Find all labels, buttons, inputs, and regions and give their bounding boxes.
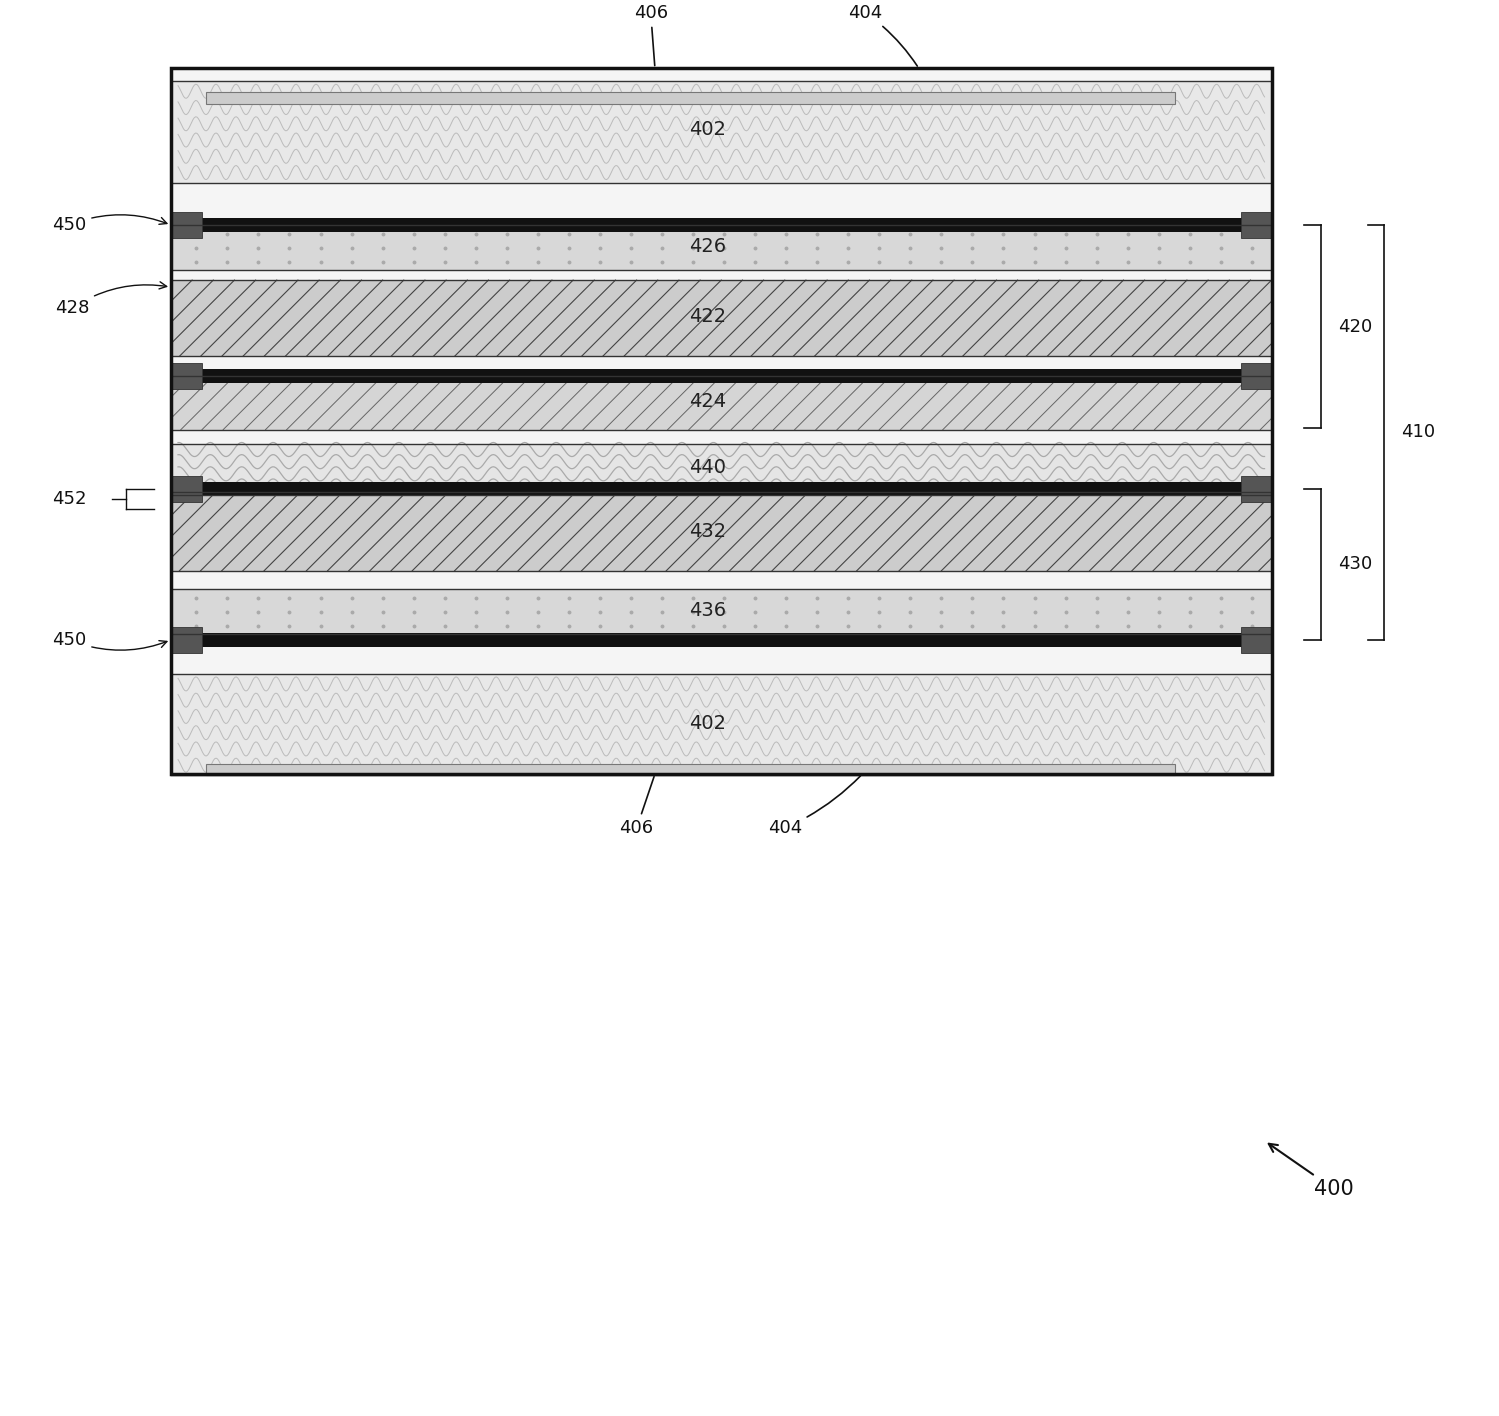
Bar bbox=[1241, 627, 1271, 653]
Text: 410: 410 bbox=[1402, 423, 1436, 442]
Bar bbox=[171, 81, 1271, 183]
Bar bbox=[171, 225, 1271, 270]
Text: 402: 402 bbox=[688, 119, 726, 139]
Bar bbox=[171, 377, 1271, 429]
Text: 450: 450 bbox=[52, 215, 166, 234]
Text: 436: 436 bbox=[688, 600, 726, 620]
Bar bbox=[171, 364, 202, 389]
Bar bbox=[171, 494, 1271, 571]
Text: 400: 400 bbox=[1268, 1144, 1354, 1199]
Bar bbox=[171, 68, 1271, 775]
Bar bbox=[1241, 476, 1271, 501]
Bar bbox=[1241, 212, 1271, 238]
Bar bbox=[171, 68, 1271, 775]
Bar bbox=[171, 370, 1271, 384]
Text: 450: 450 bbox=[52, 632, 166, 650]
Text: 452: 452 bbox=[52, 490, 87, 508]
Text: 406: 406 bbox=[619, 776, 654, 837]
Text: 404: 404 bbox=[767, 776, 860, 837]
Text: 428: 428 bbox=[55, 282, 166, 317]
Text: 426: 426 bbox=[688, 236, 726, 256]
Bar bbox=[171, 481, 1271, 496]
Text: 404: 404 bbox=[848, 4, 917, 67]
Bar bbox=[171, 212, 202, 238]
Bar bbox=[171, 443, 1271, 491]
Text: 420: 420 bbox=[1339, 317, 1372, 336]
Bar bbox=[171, 627, 202, 653]
Text: 430: 430 bbox=[1339, 555, 1372, 573]
Bar bbox=[171, 674, 1271, 776]
Bar bbox=[1241, 364, 1271, 389]
Bar bbox=[207, 92, 1175, 103]
Bar bbox=[171, 476, 202, 501]
Text: 402: 402 bbox=[688, 714, 726, 732]
Text: 432: 432 bbox=[688, 521, 726, 541]
Text: 440: 440 bbox=[688, 459, 726, 477]
Bar bbox=[207, 765, 1175, 776]
Bar bbox=[171, 589, 1271, 634]
Text: 406: 406 bbox=[634, 4, 667, 65]
Bar bbox=[171, 218, 1271, 232]
Text: 424: 424 bbox=[688, 392, 726, 411]
Bar bbox=[171, 280, 1271, 357]
Bar bbox=[171, 633, 1271, 647]
Text: 422: 422 bbox=[688, 307, 726, 326]
